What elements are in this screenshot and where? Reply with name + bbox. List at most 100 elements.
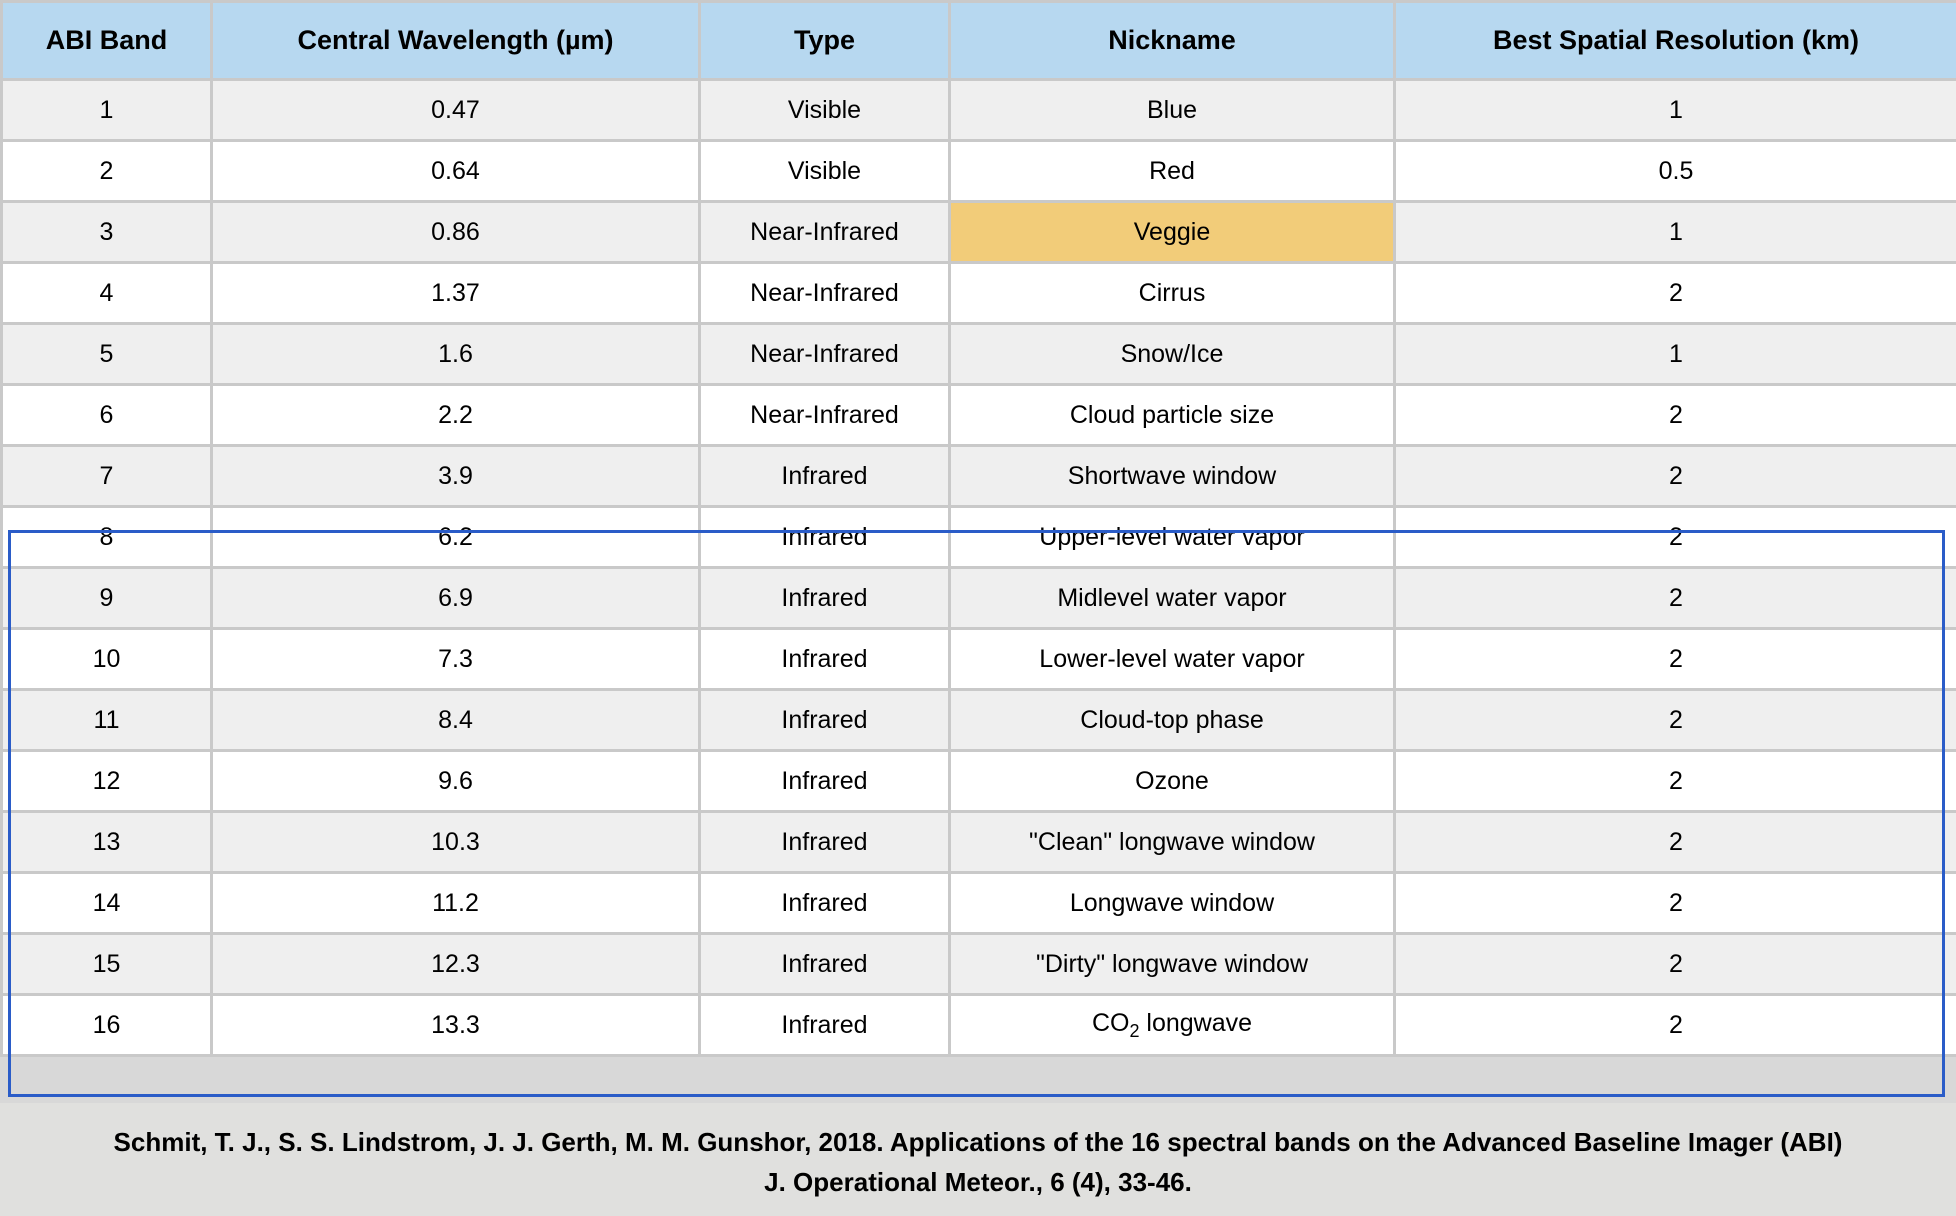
cell-nickname: Blue [948, 78, 1396, 142]
cell-type: Infrared [698, 688, 951, 752]
cell-wavelength: 1.37 [210, 261, 701, 325]
nickname-text: longwave [1139, 1008, 1253, 1037]
cell-type: Near-Infrared [698, 200, 951, 264]
cell-type: Near-Infrared [698, 383, 951, 447]
abi-bands-table: ABI Band Central Wavelength (µm) Type Ni… [0, 0, 1956, 1057]
cell-type: Near-Infrared [698, 322, 951, 386]
cell-resolution: 1 [1393, 200, 1956, 264]
cell-band: 15 [0, 932, 213, 996]
cell-wavelength: 6.9 [210, 566, 701, 630]
cell-resolution: 2 [1393, 749, 1956, 813]
cell-wavelength: 11.2 [210, 871, 701, 935]
cell-band: 1 [0, 78, 213, 142]
cell-resolution: 1 [1393, 78, 1956, 142]
header-abi-band: ABI Band [0, 0, 213, 81]
cell-nickname: Ozone [948, 749, 1396, 813]
cell-band: 5 [0, 322, 213, 386]
cell-nickname: "Clean" longwave window [948, 810, 1396, 874]
cell-nickname: "Dirty" longwave window [948, 932, 1396, 996]
citation-line-2: J. Operational Meteor., 6 (4), 33-46. [764, 1167, 1192, 1197]
table-row: 1 0.47 Visible Blue 1 [0, 78, 1956, 142]
cell-wavelength: 0.64 [210, 139, 701, 203]
cell-band: 4 [0, 261, 213, 325]
cell-resolution: 2 [1393, 688, 1956, 752]
cell-band: 11 [0, 688, 213, 752]
cell-band: 6 [0, 383, 213, 447]
cell-resolution: 0.5 [1393, 139, 1956, 203]
table-row: 15 12.3 Infrared "Dirty" longwave window 2 [0, 932, 1956, 996]
cell-type: Infrared [698, 749, 951, 813]
cell-type: Visible [698, 78, 951, 142]
cell-resolution: 2 [1393, 383, 1956, 447]
table-row: 6 2.2 Near-Infrared Cloud particle size 2 [0, 383, 1956, 447]
table-row: 7 3.9 Infrared Shortwave window 2 [0, 444, 1956, 508]
cell-band: 8 [0, 505, 213, 569]
cell-band: 12 [0, 749, 213, 813]
table-body: 1 0.47 Visible Blue 1 2 0.64 Visible Red 0.5 3 0.86… [0, 78, 1956, 1057]
cell-band: 3 [0, 200, 213, 264]
cell-nickname: CO2 longwave [948, 993, 1396, 1057]
cell-type: Near-Infrared [698, 261, 951, 325]
cell-type: Infrared [698, 871, 951, 935]
table-row: 13 10.3 Infrared "Clean" longwave window 2 [0, 810, 1956, 874]
cell-wavelength: 13.3 [210, 993, 701, 1057]
cell-nickname: Red [948, 139, 1396, 203]
header-central-wavelength: Central Wavelength (µm) [210, 0, 701, 81]
cell-type: Visible [698, 139, 951, 203]
citation: Schmit, T. J., S. S. Lindstrom, J. J. Ge… [0, 1103, 1956, 1216]
cell-nickname: Midlevel water vapor [948, 566, 1396, 630]
cell-band: 10 [0, 627, 213, 691]
cell-band: 9 [0, 566, 213, 630]
cell-type: Infrared [698, 566, 951, 630]
table-row: 5 1.6 Near-Infrared Snow/Ice 1 [0, 322, 1956, 386]
cell-band: 16 [0, 993, 213, 1057]
table-row: 12 9.6 Infrared Ozone 2 [0, 749, 1956, 813]
table-row: 2 0.64 Visible Red 0.5 [0, 139, 1956, 203]
cell-resolution: 2 [1393, 871, 1956, 935]
cell-resolution: 2 [1393, 627, 1956, 691]
cell-type: Infrared [698, 627, 951, 691]
cell-band: 13 [0, 810, 213, 874]
cell-nickname: Veggie [948, 200, 1396, 264]
cell-resolution: 2 [1393, 444, 1956, 508]
table-row: 16 13.3 Infrared CO2 longwave 2 [0, 993, 1956, 1057]
header-resolution: Best Spatial Resolution (km) [1393, 0, 1956, 81]
table-row: 11 8.4 Infrared Cloud-top phase 2 [0, 688, 1956, 752]
cell-wavelength: 6.2 [210, 505, 701, 569]
table-row: 3 0.86 Near-Infrared Veggie 1 [0, 200, 1956, 264]
cell-type: Infrared [698, 993, 951, 1057]
cell-nickname: Cloud particle size [948, 383, 1396, 447]
cell-nickname: Longwave window [948, 871, 1396, 935]
cell-type: Infrared [698, 932, 951, 996]
cell-wavelength: 2.2 [210, 383, 701, 447]
table-header-row: ABI Band Central Wavelength (µm) Type Ni… [0, 0, 1956, 81]
cell-band: 2 [0, 139, 213, 203]
cell-band: 7 [0, 444, 213, 508]
table-row: 8 6.2 Infrared Upper-level water vapor 2 [0, 505, 1956, 569]
cell-type: Infrared [698, 810, 951, 874]
cell-resolution: 2 [1393, 993, 1956, 1057]
cell-wavelength: 1.6 [210, 322, 701, 386]
citation-line-1: Schmit, T. J., S. S. Lindstrom, J. J. Ge… [113, 1127, 1843, 1157]
cell-nickname: Lower-level water vapor [948, 627, 1396, 691]
cell-wavelength: 10.3 [210, 810, 701, 874]
header-nickname: Nickname [948, 0, 1396, 81]
cell-resolution: 2 [1393, 932, 1956, 996]
cell-band: 14 [0, 871, 213, 935]
cell-wavelength: 7.3 [210, 627, 701, 691]
cell-nickname: Cirrus [948, 261, 1396, 325]
cell-type: Infrared [698, 444, 951, 508]
cell-wavelength: 0.86 [210, 200, 701, 264]
table-row: 4 1.37 Near-Infrared Cirrus 2 [0, 261, 1956, 325]
cell-wavelength: 0.47 [210, 78, 701, 142]
cell-resolution: 2 [1393, 810, 1956, 874]
cell-resolution: 2 [1393, 261, 1956, 325]
header-type: Type [698, 0, 951, 81]
cell-resolution: 2 [1393, 505, 1956, 569]
cell-resolution: 2 [1393, 566, 1956, 630]
cell-type: Infrared [698, 505, 951, 569]
nickname-subscript: 2 [1129, 1020, 1140, 1041]
cell-resolution: 1 [1393, 322, 1956, 386]
table-row: 10 7.3 Infrared Lower-level water vapor 2 [0, 627, 1956, 691]
